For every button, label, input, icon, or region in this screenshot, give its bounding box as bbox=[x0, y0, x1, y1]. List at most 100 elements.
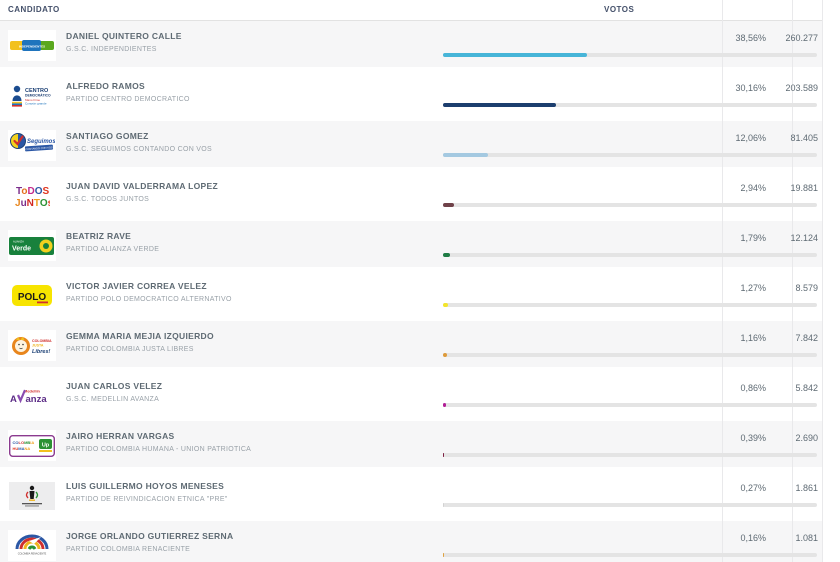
vote-bar-track bbox=[443, 303, 817, 307]
party-logo: COLOMBIA HUMANA Up bbox=[8, 430, 56, 461]
votes-value: 8.579 bbox=[795, 283, 818, 293]
candidate-name: DANIEL QUINTERO CALLE bbox=[66, 31, 182, 41]
votes-value: 12.124 bbox=[790, 233, 818, 243]
candidate-name: JAIRO HERRAN VARGAS bbox=[66, 431, 175, 441]
vote-bar-fill bbox=[443, 553, 444, 557]
vote-bar-track bbox=[443, 153, 817, 157]
party-logo: Medellín A anza bbox=[8, 380, 56, 411]
svg-text:POLO: POLO bbox=[18, 292, 47, 303]
votes-value: 1.861 bbox=[795, 483, 818, 493]
candidate-row[interactable]: ToDOS JuNTOs JUAN DAVID VALDERRAMA LOPEZ… bbox=[0, 171, 823, 217]
vote-bar-fill bbox=[443, 53, 588, 57]
candidate-row[interactable]: CENTRO DEMOCRÁTICO Mano firme Corazón gr… bbox=[0, 71, 823, 117]
candidate-name: SANTIAGO GOMEZ bbox=[66, 131, 149, 141]
svg-text:Libres!: Libres! bbox=[32, 349, 51, 355]
percent-value: 0,16% bbox=[740, 533, 766, 543]
header-votos-label: VOTOS bbox=[604, 5, 635, 14]
column-separator bbox=[722, 0, 723, 562]
votes-value: 81.405 bbox=[790, 133, 818, 143]
percent-value: 1,27% bbox=[740, 283, 766, 293]
svg-text:COLOMBIA RENACIENTE: COLOMBIA RENACIENTE bbox=[18, 552, 47, 555]
candidate-list: INDEPENDIENTES DANIEL QUINTERO CALLE G.S… bbox=[0, 21, 823, 562]
percent-value: 2,94% bbox=[740, 183, 766, 193]
party-logo: ToDOS JuNTOs bbox=[8, 180, 56, 211]
votes-value: 203.589 bbox=[785, 83, 818, 93]
candidate-row[interactable]: INDEPENDIENTES DANIEL QUINTERO CALLE G.S… bbox=[0, 21, 823, 67]
seguimos-logo-icon: Seguimos CONTANDO CON VOS bbox=[10, 133, 55, 152]
svg-text:COLOMBIA: COLOMBIA bbox=[13, 440, 35, 445]
column-separator bbox=[792, 0, 793, 562]
vote-bar-fill bbox=[443, 203, 454, 207]
candidate-row[interactable]: Medellín A anza JUAN CARLOS VELEZ G.S.C.… bbox=[0, 371, 823, 417]
vote-bar-track bbox=[443, 253, 817, 257]
percent-value: 1,79% bbox=[740, 233, 766, 243]
percent-value: 30,16% bbox=[735, 83, 766, 93]
party-logo: COLOMBIA RENACIENTE bbox=[8, 530, 56, 561]
vote-bar-track bbox=[443, 353, 817, 357]
candidate-row[interactable]: Seguimos CONTANDO CON VOS SANTIAGO GOMEZ… bbox=[0, 121, 823, 167]
column-separator bbox=[822, 0, 823, 562]
candidate-row[interactable]: ALIANZA Verde BEATRIZ RAVE PARTIDO ALIAN… bbox=[0, 221, 823, 267]
justa-libres-logo-icon: COLOMBIA JUSTA Libres! bbox=[12, 336, 52, 355]
candidate-party: PARTIDO COLOMBIA RENACIENTE bbox=[66, 546, 191, 553]
candidate-party: PARTIDO ALIANZA VERDE bbox=[66, 246, 160, 253]
candidate-name: GEMMA MARIA MEJIA IZQUIERDO bbox=[66, 331, 214, 341]
svg-text:anza: anza bbox=[26, 394, 48, 405]
candidate-row[interactable]: LUIS GUILLERMO HOYOS MENESES PARTIDO DE … bbox=[0, 471, 823, 517]
candidate-row[interactable]: COLOMBIA HUMANA Up JAIRO HERRAN VARGAS P… bbox=[0, 421, 823, 467]
vote-bar-track bbox=[443, 103, 817, 107]
svg-text:Up: Up bbox=[42, 442, 50, 448]
vote-bar-fill bbox=[443, 303, 448, 307]
candidate-party: G.S.C. SEGUIMOS CONTANDO CON VOS bbox=[66, 146, 212, 153]
candidate-name: JUAN CARLOS VELEZ bbox=[66, 381, 163, 391]
votes-value: 19.881 bbox=[790, 183, 818, 193]
candidate-name: BEATRIZ RAVE bbox=[66, 231, 132, 241]
candidate-name: VICTOR JAVIER CORREA VELEZ bbox=[66, 281, 207, 291]
candidate-party: PARTIDO POLO DEMOCRATICO ALTERNATIVO bbox=[66, 296, 232, 303]
candidate-row[interactable]: COLOMBIA RENACIENTE JORGE ORLANDO GUTIER… bbox=[0, 521, 823, 562]
party-logo: ALIANZA Verde bbox=[8, 230, 56, 261]
svg-text:Seguimos: Seguimos bbox=[27, 139, 55, 145]
svg-text:DEMOCRÁTICO: DEMOCRÁTICO bbox=[25, 92, 51, 97]
candidate-party: PARTIDO CENTRO DEMOCRATICO bbox=[66, 96, 190, 103]
party-logo: Seguimos CONTANDO CON VOS bbox=[8, 130, 56, 161]
vote-bar-fill bbox=[443, 153, 489, 157]
candidate-party: PARTIDO DE REIVINDICACION ETNICA "PRE" bbox=[66, 496, 228, 503]
vote-bar-fill bbox=[443, 403, 447, 407]
vote-bar-track bbox=[443, 453, 817, 457]
vote-bar-track bbox=[443, 53, 817, 57]
votes-value: 7.842 bbox=[795, 333, 818, 343]
svg-text:Mano firme: Mano firme bbox=[25, 97, 40, 101]
independientes-logo-icon: INDEPENDIENTES bbox=[10, 39, 54, 51]
candidate-row[interactable]: POLO VICTOR JAVIER CORREA VELEZ PARTIDO … bbox=[0, 271, 823, 317]
svg-text:COLOMBIA: COLOMBIA bbox=[32, 339, 52, 343]
svg-text:INDEPENDIENTES: INDEPENDIENTES bbox=[19, 44, 45, 48]
party-logo: COLOMBIA JUSTA Libres! bbox=[8, 330, 56, 361]
pre-logo-icon bbox=[9, 481, 55, 510]
vote-bar-fill bbox=[443, 103, 556, 107]
party-logo: CENTRO DEMOCRÁTICO Mano firme Corazón gr… bbox=[8, 80, 56, 111]
candidate-party: G.S.C. TODOS JUNTOS bbox=[66, 196, 150, 203]
candidate-name: LUIS GUILLERMO HOYOS MENESES bbox=[66, 481, 225, 491]
party-logo bbox=[8, 480, 56, 511]
party-logo: POLO bbox=[8, 280, 56, 311]
vote-bar-fill bbox=[443, 353, 448, 357]
percent-value: 12,06% bbox=[735, 133, 766, 143]
svg-text:ALIANZA: ALIANZA bbox=[13, 239, 24, 243]
svg-text:Verde: Verde bbox=[12, 245, 31, 252]
colombia-renaciente-logo-icon: COLOMBIA RENACIENTE bbox=[15, 534, 49, 555]
svg-text:CENTRO: CENTRO bbox=[25, 88, 49, 94]
votes-value: 2.690 bbox=[795, 433, 818, 443]
percent-value: 0,39% bbox=[740, 433, 766, 443]
vote-bar-track bbox=[443, 403, 817, 407]
colombia-humana-up-logo-icon: COLOMBIA HUMANA Up bbox=[9, 434, 55, 457]
votes-value: 5.842 bbox=[795, 383, 818, 393]
candidate-name: JUAN DAVID VALDERRAMA LOPEZ bbox=[66, 181, 218, 191]
percent-value: 0,27% bbox=[740, 483, 766, 493]
alianza-verde-logo-icon: ALIANZA Verde bbox=[9, 236, 54, 255]
medellin-avanza-logo-icon: Medellín A anza bbox=[10, 388, 48, 405]
votes-value: 1.081 bbox=[795, 533, 818, 543]
candidate-party: PARTIDO COLOMBIA JUSTA LIBRES bbox=[66, 346, 194, 353]
candidate-row[interactable]: COLOMBIA JUSTA Libres! GEMMA MARIA MEJIA… bbox=[0, 321, 823, 367]
svg-text:A: A bbox=[10, 394, 17, 405]
